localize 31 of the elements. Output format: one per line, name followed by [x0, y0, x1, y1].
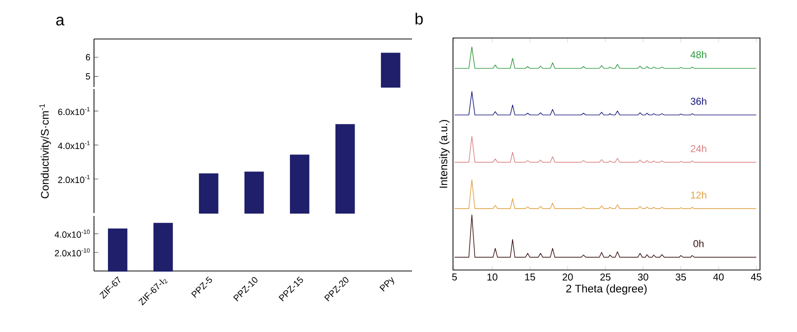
series-label: 12h: [691, 191, 706, 199]
series-label: 48h: [690, 50, 706, 58]
x-tick-label: 40: [713, 274, 724, 281]
x-tick-label: 20: [562, 274, 573, 281]
chart-title: b: [416, 12, 423, 24]
x-tick-label: 15: [525, 274, 536, 280]
series-label: 24h: [690, 144, 706, 152]
y-tick-label: 4.0x10$^{-10}$: [54, 230, 90, 238]
y-tick-label: 5: [86, 73, 90, 80]
chart-title: a: [56, 16, 64, 26]
bar: [335, 124, 355, 214]
series-label: 0h: [693, 240, 704, 248]
y-tick-label: 4.0x10$^{-1}$: [58, 141, 90, 150]
x-tick-label: 25: [600, 274, 610, 281]
y-tick-label: 6.0x10$^{-1}$: [58, 107, 90, 116]
x-tick-label: 5: [452, 274, 457, 280]
x-tick-label: PPy: [380, 277, 394, 292]
x-tick-label: 10: [487, 274, 498, 281]
x-tick-label: 30: [638, 274, 648, 281]
bar: [290, 154, 310, 214]
y-tick-label: 2.0x10$^{-1}$: [58, 175, 90, 184]
x-tick-label: 45: [750, 274, 762, 280]
y-tick-label: 2.0x10$^{-10}$: [54, 248, 90, 256]
x-tick-label: 35: [676, 274, 686, 281]
x-axis-title: 2 Theta (degree): [566, 284, 647, 295]
y-axis-title: Conductivity/S·cm$^{-1}$: [39, 104, 51, 198]
bar: [244, 172, 264, 214]
y-tick-label: 6: [86, 54, 90, 60]
y-axis-title: Intensity (a.u.): [439, 120, 450, 188]
series-label: 36h: [690, 98, 706, 105]
bar: [198, 173, 218, 214]
